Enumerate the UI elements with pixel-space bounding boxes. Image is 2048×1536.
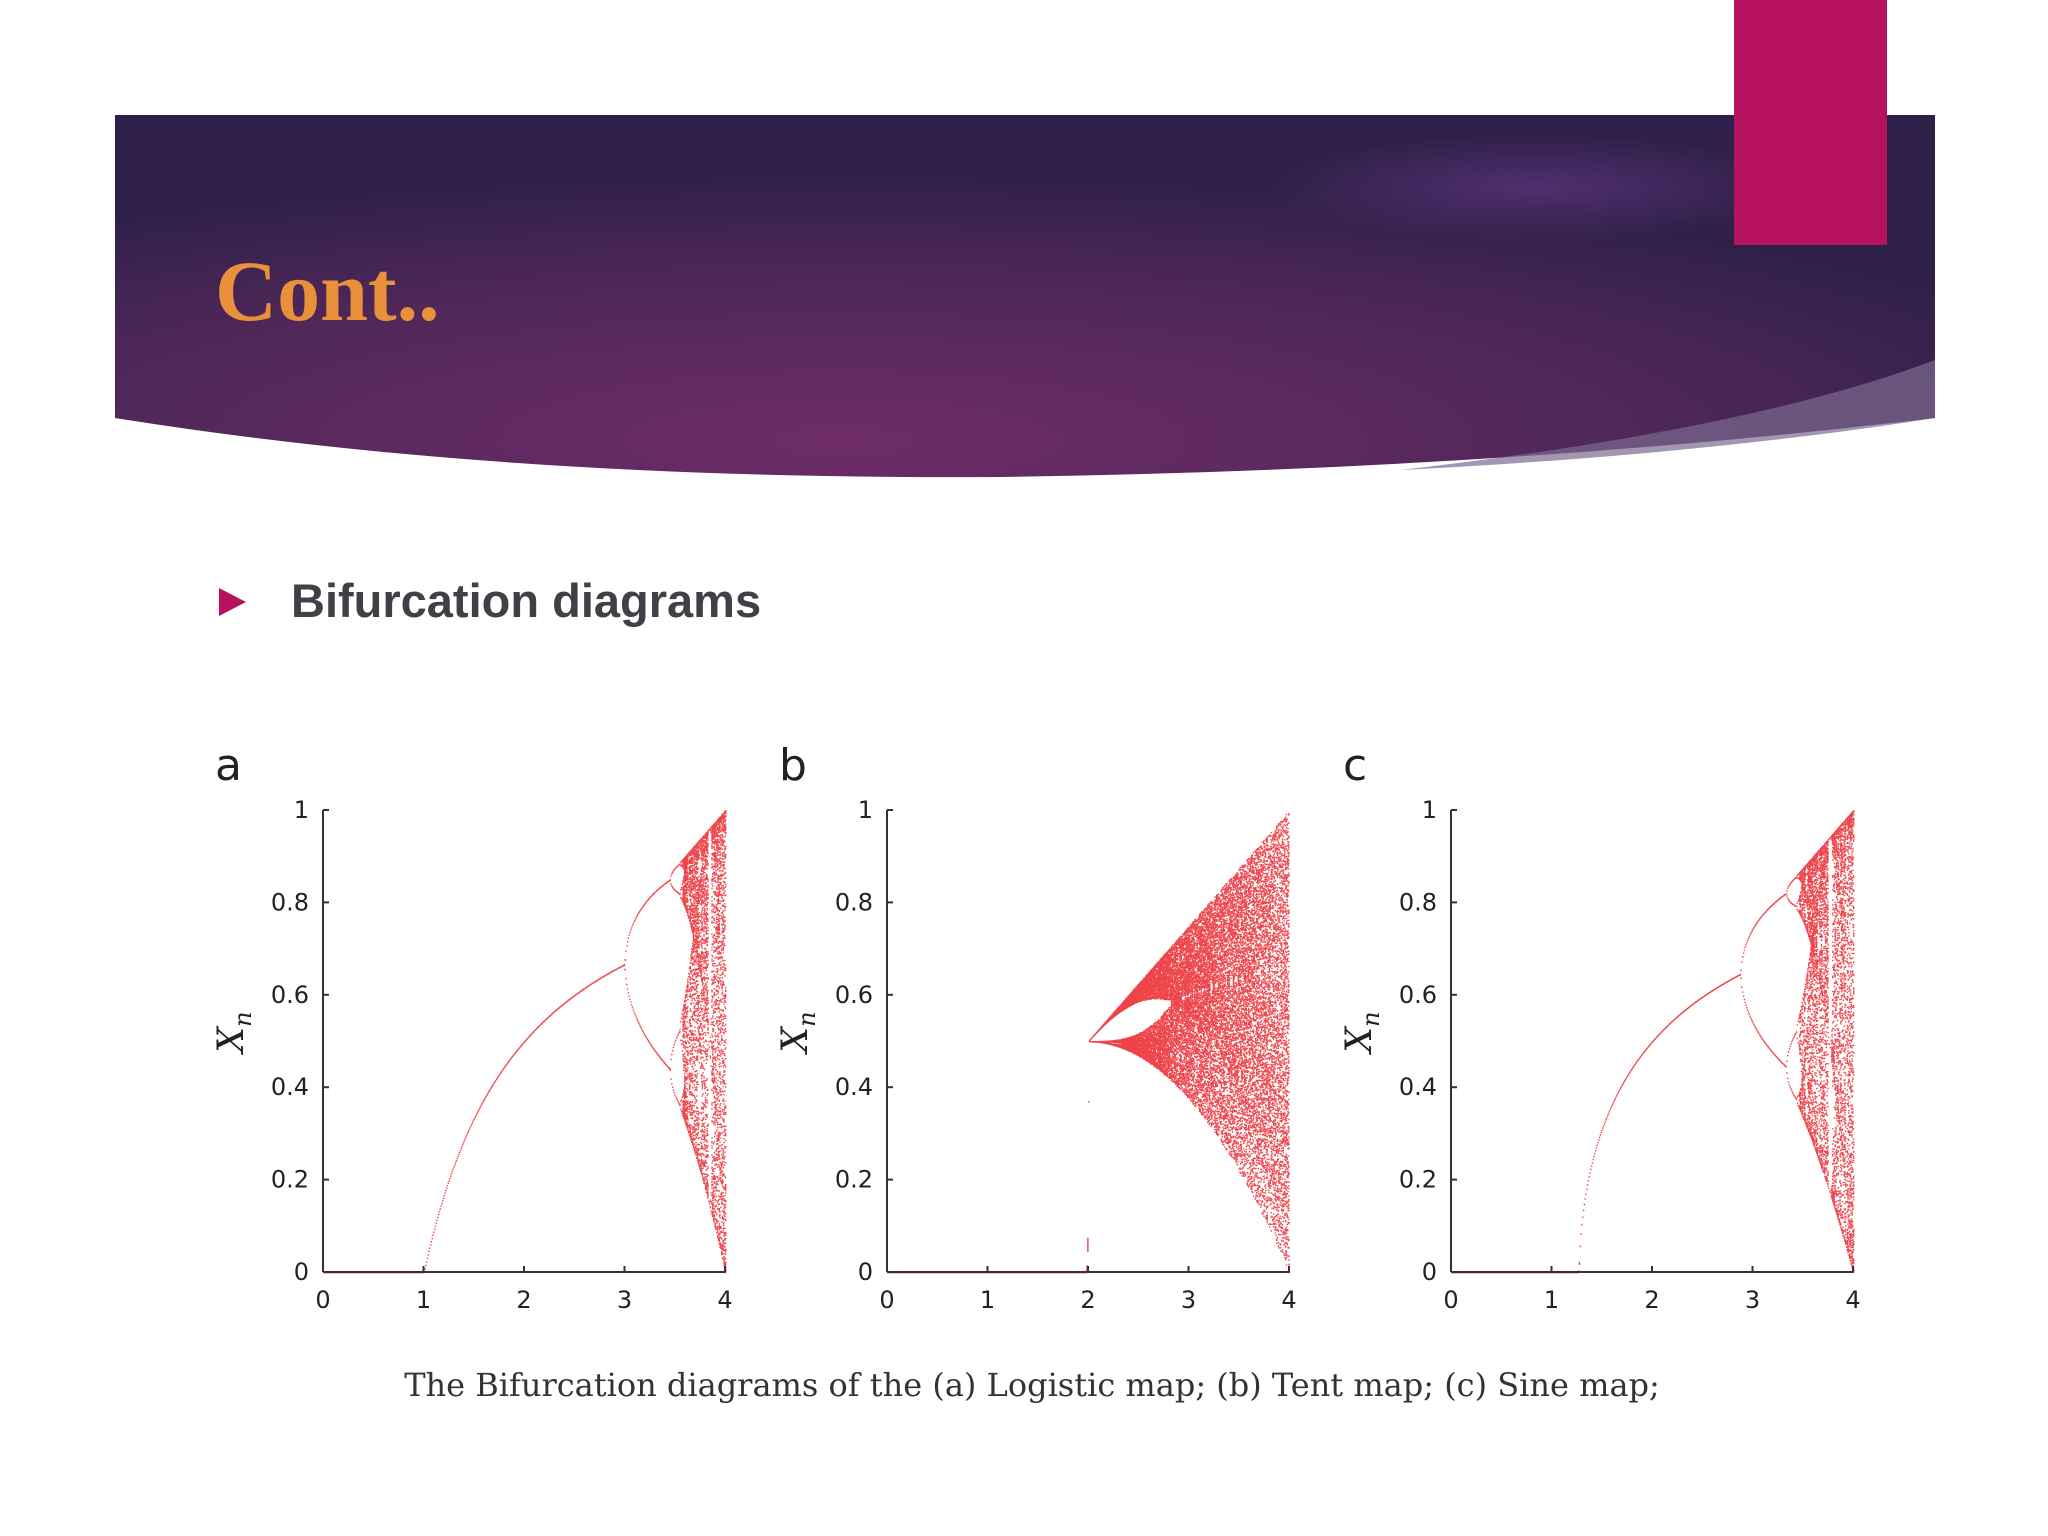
figure: a 0 0.2 0.4 0.6 0.8 1 0 1 2 3 4 Xn b 0 0.2 0.4 0.6 0.8 1 0 1 2…: [211, 740, 1861, 1314]
y-tick-label: 0.4: [835, 1073, 873, 1101]
y-label-symbol: X: [211, 1026, 252, 1056]
bifurcation-cloud: [323, 810, 727, 1274]
y-label-symbol: X: [775, 1026, 816, 1056]
y-axis-label: Xn: [211, 1011, 257, 1055]
y-axis-label: Xn: [775, 1011, 821, 1055]
y-label-symbol: X: [1339, 1026, 1380, 1056]
chart-panel: b 0 0.2 0.4 0.6 0.8 1 0 1 2 3 4 Xn: [775, 740, 1297, 1314]
x-tick-label: 4: [1281, 1286, 1296, 1314]
bifurcation-cloud: [1451, 810, 1855, 1274]
y-label-subscript: n: [1357, 1011, 1385, 1026]
y-tick-label: 0.8: [271, 888, 309, 916]
y-tick-label: 0.2: [835, 1166, 873, 1194]
x-tick-label: 2: [1080, 1286, 1095, 1314]
x-tick-label: 3: [1745, 1286, 1760, 1314]
y-tick-label: 1: [858, 796, 873, 824]
y-tick-label: 0.6: [835, 981, 873, 1009]
x-tick-label: 2: [516, 1286, 531, 1314]
y-label-subscript: n: [793, 1011, 821, 1026]
x-tick-label: 0: [879, 1286, 894, 1314]
x-tick-label: 4: [1845, 1286, 1860, 1314]
x-tick-label: 0: [1443, 1286, 1458, 1314]
accent-tab: [1734, 0, 1887, 245]
bullet-icon: [219, 588, 246, 616]
y-tick-label: 0.4: [1399, 1073, 1437, 1101]
slide-title: Cont..: [215, 243, 440, 339]
y-tick-label: 0: [1422, 1258, 1437, 1286]
header-swoosh: [1400, 360, 1935, 470]
panel-label: c: [1343, 740, 1367, 791]
y-tick-label: 0.6: [1399, 981, 1437, 1009]
y-tick-label: 0.6: [271, 981, 309, 1009]
y-tick-label: 0: [858, 1258, 873, 1286]
bullet-text: Bifurcation diagrams: [291, 574, 761, 627]
x-tick-label: 1: [980, 1286, 995, 1314]
y-tick-label: 0.8: [835, 888, 873, 916]
y-tick-label: 1: [294, 796, 309, 824]
y-tick-label: 0: [294, 1258, 309, 1286]
y-tick-label: 0.2: [1399, 1166, 1437, 1194]
y-axis-label: Xn: [1339, 1011, 1385, 1055]
x-tick-label: 3: [1181, 1286, 1196, 1314]
x-tick-label: 1: [416, 1286, 431, 1314]
chart-panel: a 0 0.2 0.4 0.6 0.8 1 0 1 2 3 4 Xn: [211, 740, 733, 1314]
panel-label: a: [215, 740, 242, 791]
chart-panel: c 0 0.2 0.4 0.6 0.8 1 0 1 2 3 4 Xn: [1339, 740, 1861, 1314]
x-tick-label: 2: [1644, 1286, 1659, 1314]
y-tick-label: 0.8: [1399, 888, 1437, 916]
bifurcation-cloud: [887, 813, 1291, 1274]
header-glow: [115, 115, 1935, 478]
panel-label: b: [779, 740, 807, 791]
x-tick-label: 0: [315, 1286, 330, 1314]
y-tick-label: 1: [1422, 796, 1437, 824]
y-tick-label: 0.2: [271, 1166, 309, 1194]
y-tick-label: 0.4: [271, 1073, 309, 1101]
y-label-subscript: n: [229, 1011, 257, 1026]
x-tick-label: 1: [1544, 1286, 1559, 1314]
x-tick-label: 4: [717, 1286, 732, 1314]
figure-caption: The Bifurcation diagrams of the (a) Logi…: [404, 1366, 1660, 1404]
x-tick-label: 3: [617, 1286, 632, 1314]
